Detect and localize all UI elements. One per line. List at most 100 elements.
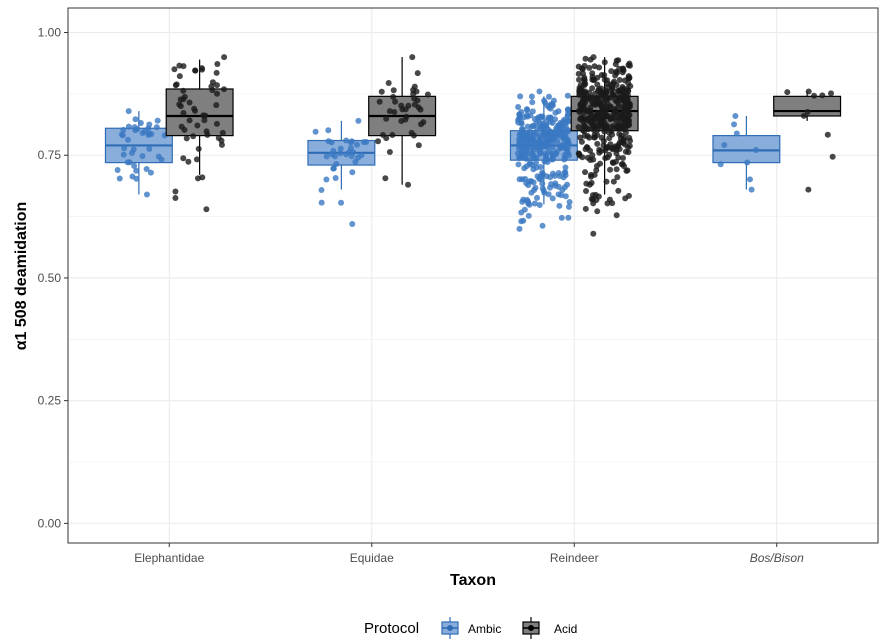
data-point-acid	[590, 200, 597, 207]
data-point-ambic	[542, 155, 549, 162]
data-point-acid	[392, 98, 399, 105]
data-point-acid	[382, 175, 389, 182]
y-tick-label: 1.00	[38, 26, 62, 40]
data-point-ambic	[541, 189, 548, 196]
data-point-acid	[219, 129, 226, 136]
data-point-ambic	[343, 137, 350, 144]
data-point-ambic	[330, 165, 337, 172]
data-point-acid	[593, 167, 600, 174]
data-point-ambic	[518, 218, 525, 225]
x-tick-label: Equidae	[350, 551, 394, 565]
y-axis-title: α1 508 deamidation	[13, 202, 30, 351]
data-point-ambic	[732, 112, 739, 119]
data-point-ambic	[125, 123, 132, 130]
data-point-acid	[177, 96, 184, 103]
data-point-acid	[185, 158, 192, 165]
data-point-acid	[585, 95, 592, 102]
data-point-acid	[625, 102, 632, 109]
data-point-acid	[586, 64, 593, 71]
data-point-acid	[415, 142, 422, 149]
data-point-acid	[612, 61, 619, 68]
data-point-acid	[594, 140, 601, 147]
data-point-acid	[621, 163, 628, 170]
data-point-acid	[598, 103, 605, 110]
data-point-acid	[625, 144, 632, 151]
data-point-acid	[176, 62, 183, 69]
data-point-ambic	[523, 106, 530, 113]
data-point-acid	[619, 85, 626, 92]
data-point-acid	[221, 86, 228, 93]
data-point-ambic	[116, 175, 123, 182]
data-point-acid	[579, 65, 586, 72]
data-point-acid	[203, 206, 210, 213]
data-point-ambic	[538, 140, 545, 147]
data-point-ambic	[354, 141, 361, 148]
box-group-acid	[368, 54, 437, 188]
data-point-acid	[576, 76, 583, 83]
data-point-acid	[580, 118, 587, 125]
data-point-ambic	[515, 104, 522, 111]
data-point-acid	[595, 86, 602, 93]
data-point-ambic	[556, 202, 563, 209]
data-point-acid	[203, 128, 210, 135]
data-point-acid	[418, 121, 425, 128]
data-point-ambic	[558, 192, 565, 199]
data-point-acid	[383, 135, 390, 142]
data-point-acid	[180, 87, 187, 94]
data-point-acid	[591, 63, 598, 70]
data-point-acid	[578, 87, 585, 94]
data-point-acid	[616, 94, 623, 101]
data-point-ambic	[562, 120, 569, 127]
data-point-ambic	[531, 140, 538, 147]
data-point-ambic	[562, 130, 569, 137]
data-point-ambic	[562, 172, 569, 179]
data-point-ambic	[355, 117, 362, 124]
data-point-ambic	[553, 148, 560, 155]
box-group-ambic	[712, 112, 781, 193]
legend-title: Protocol	[364, 620, 419, 637]
data-point-acid	[592, 191, 599, 198]
data-point-ambic	[147, 169, 154, 176]
data-point-acid	[385, 79, 392, 86]
data-point-ambic	[323, 153, 330, 160]
data-point-ambic	[133, 175, 140, 182]
data-point-acid	[623, 122, 630, 129]
data-point-ambic	[120, 151, 127, 158]
data-point-ambic	[534, 194, 541, 201]
data-point-ambic	[539, 222, 546, 229]
data-point-ambic	[538, 172, 545, 179]
data-point-ambic	[549, 195, 556, 202]
data-point-acid	[608, 68, 615, 75]
data-point-acid	[613, 212, 620, 219]
data-point-acid	[615, 154, 622, 161]
data-point-acid	[610, 178, 617, 185]
data-point-acid	[194, 122, 201, 129]
data-point-ambic	[528, 93, 535, 100]
data-point-ambic	[564, 138, 571, 145]
data-point-acid	[386, 149, 393, 156]
data-point-ambic	[323, 176, 330, 183]
data-point-ambic	[325, 138, 332, 145]
data-point-acid	[620, 115, 627, 122]
data-point-acid	[584, 154, 591, 161]
data-point-acid	[585, 114, 592, 121]
box-group-acid	[570, 54, 639, 237]
data-point-acid	[586, 134, 593, 141]
legend-label-ambic: Ambic	[468, 622, 501, 636]
data-point-acid	[586, 181, 593, 188]
data-point-acid	[615, 187, 622, 194]
data-point-ambic	[536, 88, 543, 95]
data-point-ambic	[565, 203, 572, 210]
data-point-ambic	[516, 225, 523, 232]
data-point-acid	[414, 70, 421, 77]
data-point-ambic	[564, 181, 571, 188]
data-point-ambic	[526, 161, 533, 168]
data-point-ambic	[338, 199, 345, 206]
data-point-ambic	[565, 109, 572, 116]
data-point-ambic	[536, 201, 543, 208]
data-point-acid	[580, 96, 587, 103]
data-point-ambic	[537, 125, 544, 132]
data-point-ambic	[558, 214, 565, 221]
data-point-acid	[585, 107, 592, 114]
data-point-ambic	[516, 131, 523, 138]
